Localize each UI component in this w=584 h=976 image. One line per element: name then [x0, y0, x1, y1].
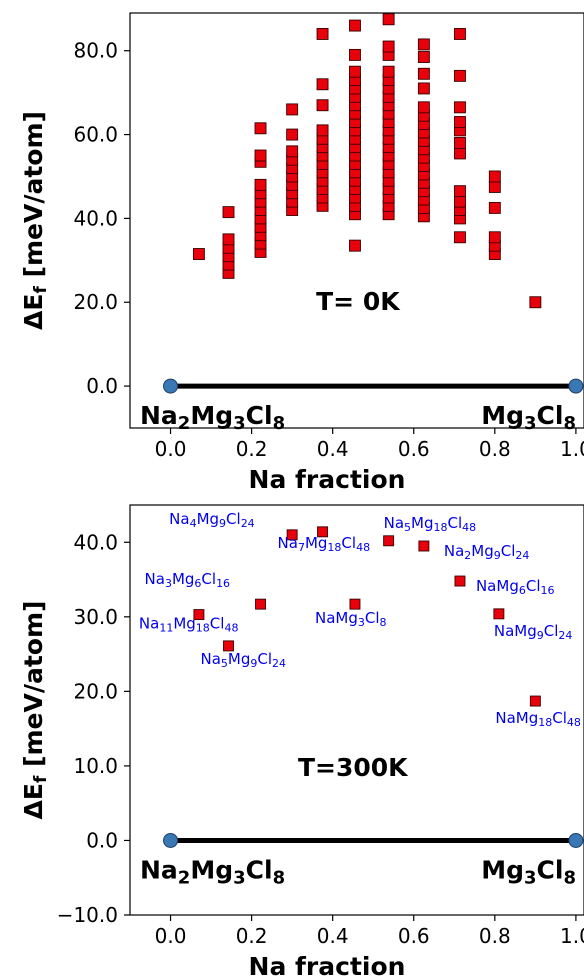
x-tick-label: 0.2: [236, 924, 268, 948]
data-point: [287, 129, 298, 140]
data-point: [317, 79, 328, 90]
data-point: [494, 609, 504, 619]
x-tick-label: 0.8: [479, 437, 511, 461]
y-axis-label: ΔEf [meV/atom]: [19, 601, 51, 820]
data-point: [455, 576, 465, 586]
x-axis-label: Na fraction: [249, 465, 406, 494]
point-label: Na4Mg9Cl24: [169, 510, 255, 530]
hull-point-label: Na2Mg3Cl8: [140, 855, 285, 888]
x-tick-label: 0.6: [398, 437, 430, 461]
data-point: [418, 68, 429, 79]
data-point: [383, 41, 394, 52]
data-point: [454, 186, 465, 197]
hull-point-label: Mg3Cl8: [481, 401, 576, 434]
data-point: [317, 125, 328, 136]
data-point: [287, 104, 298, 115]
y-tick-label: 40.0: [73, 530, 118, 554]
y-tick-label: 80.0: [73, 39, 118, 63]
data-point: [287, 146, 298, 157]
data-point: [383, 14, 394, 25]
point-label: NaMg18Cl48: [495, 709, 581, 729]
y-tick-label: −10.0: [57, 903, 118, 927]
data-point: [317, 28, 328, 39]
point-label: Na3Mg6Cl16: [145, 570, 231, 590]
data-point: [489, 171, 500, 182]
x-tick-label: 0.0: [155, 924, 187, 948]
data-point: [349, 66, 360, 77]
data-point: [454, 116, 465, 127]
x-tick-label: 0.0: [155, 437, 187, 461]
y-tick-label: 40.0: [73, 206, 118, 230]
data-point: [454, 148, 465, 159]
x-axis-label: Na fraction: [249, 952, 406, 976]
hull-point: [164, 379, 178, 393]
data-point: [418, 39, 429, 50]
x-tick-label: 0.6: [398, 924, 430, 948]
data-point: [349, 20, 360, 31]
temperature-annotation: T=300K: [298, 753, 409, 782]
y-axis-label: ΔEf [meV/atom]: [19, 111, 51, 330]
data-point: [256, 599, 266, 609]
data-point: [454, 70, 465, 81]
data-point: [418, 52, 429, 63]
data-point: [530, 696, 540, 706]
data-point: [530, 297, 541, 308]
data-point: [454, 28, 465, 39]
data-point: [255, 179, 266, 190]
y-tick-label: 10.0: [73, 754, 118, 778]
y-tick-label: 20.0: [73, 290, 118, 314]
chart-1: 0.0 0.2 0.4 0.6 0.8 1.0 0.0 20.0 40.0 60.0 80.0 Na …: [19, 13, 584, 494]
data-point: [454, 196, 465, 207]
data-point: [489, 181, 500, 192]
data-point: [489, 202, 500, 213]
data-point: [349, 49, 360, 60]
hull-point: [164, 833, 178, 847]
y-tick-label: 20.0: [73, 679, 118, 703]
data-point: [418, 83, 429, 94]
y-tick-label: 0.0: [86, 828, 118, 852]
data-point: [384, 536, 394, 546]
x-tick-label: 0.8: [479, 924, 511, 948]
data-point: [350, 599, 360, 609]
y-tick-label: 0.0: [86, 374, 118, 398]
x-tick-label: 1.0: [560, 924, 584, 948]
data-point: [489, 232, 500, 243]
point-label: NaMg9Cl24: [494, 622, 573, 642]
chart-2: 0.0 0.2 0.4 0.6 0.8 1.0 −10.0 0.0 10.0 20.0 30.0 40…: [19, 505, 584, 976]
hull-point: [569, 833, 583, 847]
data-point: [419, 541, 429, 551]
x-tick-label: 0.4: [317, 437, 349, 461]
data-point: [454, 232, 465, 243]
hull-point: [569, 379, 583, 393]
point-label: NaMg6Cl16: [476, 577, 555, 597]
y-tick-label: 60.0: [73, 123, 118, 147]
x-tick-label: 0.4: [317, 924, 349, 948]
hull-point-label: Mg3Cl8: [481, 855, 576, 888]
data-point: [383, 66, 394, 77]
data-point: [223, 207, 234, 218]
data-point: [255, 150, 266, 161]
point-label: Na5Mg18Cl48: [384, 514, 477, 534]
data-point: [255, 123, 266, 134]
data-point: [193, 249, 204, 260]
data-point: [454, 102, 465, 113]
point-label: NaMg3Cl8: [315, 609, 387, 629]
data-point: [223, 234, 234, 245]
point-label: Na2Mg9Cl24: [444, 542, 530, 562]
point-label: Na11Mg18Cl48: [139, 615, 239, 635]
hull-point-label: Na2Mg3Cl8: [140, 401, 285, 434]
x-tick-label: 1.0: [560, 437, 584, 461]
data-point: [317, 100, 328, 111]
point-label: Na5Mg9Cl24: [201, 650, 287, 670]
y-tick-label: 30.0: [73, 605, 118, 629]
data-point: [418, 102, 429, 113]
data-point: [349, 240, 360, 251]
point-label: Na7Mg18Cl48: [278, 534, 371, 554]
temperature-annotation: T= 0K: [316, 287, 401, 316]
data-point: [454, 137, 465, 148]
x-tick-label: 0.2: [236, 437, 268, 461]
